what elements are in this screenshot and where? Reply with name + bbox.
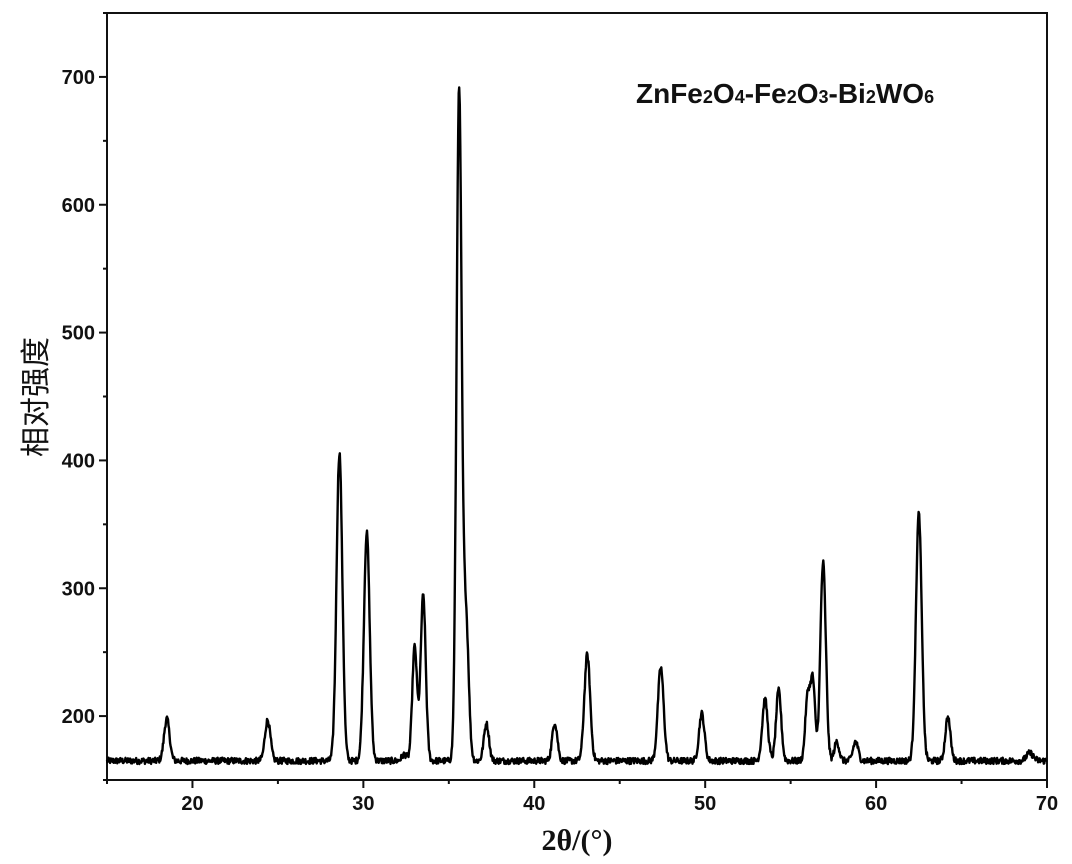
- x-tick-label: 70: [1036, 793, 1058, 815]
- chart-title-part: 2: [703, 87, 713, 107]
- y-axis-label: 相对强度: [19, 337, 54, 457]
- y-tick-label: 400: [62, 450, 95, 472]
- chart-title-part: 2: [866, 87, 876, 107]
- chart-title: ZnFe2O4-Fe2O3-Bi2WO6: [636, 78, 934, 109]
- chart-title-part: 4: [735, 87, 745, 107]
- chart-title-part: 6: [924, 87, 934, 107]
- x-axis-label: 2θ/(°): [542, 824, 613, 857]
- plot-frame: [107, 13, 1047, 780]
- chart-title-part: -Bi: [829, 78, 866, 109]
- chart-title-part: O: [797, 78, 819, 109]
- y-axis: 200 300 400 500 600 700: [62, 13, 107, 780]
- y-tick-label: 500: [62, 323, 95, 345]
- chart-title-part: 2: [787, 87, 797, 107]
- chart-title-part: -Fe: [745, 78, 787, 109]
- chart-title-part: WO: [876, 78, 924, 109]
- x-tick-label: 60: [865, 793, 887, 815]
- chart-title-part: ZnFe: [636, 78, 703, 109]
- chart-title-part: 3: [819, 87, 829, 107]
- x-axis: 20 30 40 50 60 70: [107, 780, 1058, 815]
- x-tick-label: 50: [694, 793, 716, 815]
- xrd-pattern-line: [107, 88, 1047, 765]
- chart-title-part: O: [713, 78, 735, 109]
- y-tick-label: 600: [62, 195, 95, 217]
- x-tick-label: 30: [352, 793, 374, 815]
- y-tick-label: 700: [62, 67, 95, 89]
- x-tick-label: 40: [523, 793, 545, 815]
- y-tick-label: 200: [62, 706, 95, 728]
- y-tick-label: 300: [62, 578, 95, 600]
- x-tick-label: 20: [181, 793, 203, 815]
